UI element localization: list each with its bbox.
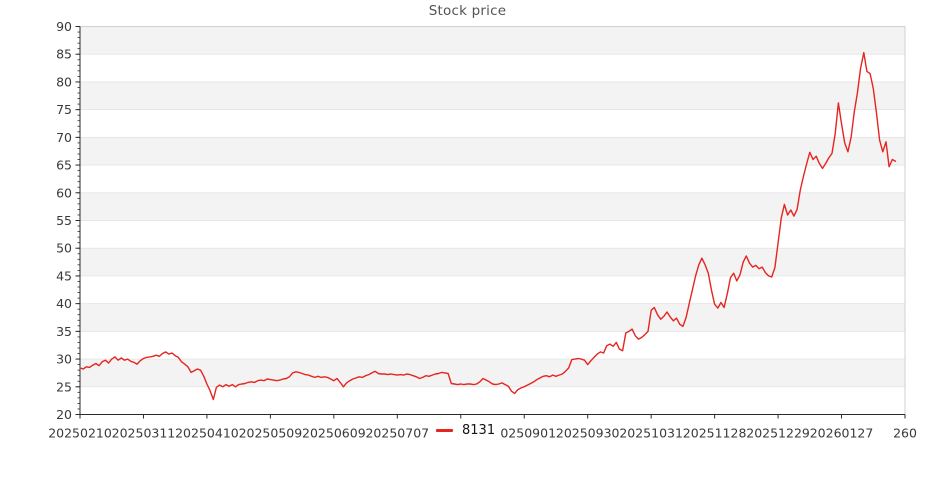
- grid-band: [79, 81, 906, 111]
- x-tick-label: 20250311: [112, 426, 176, 441]
- grid-band: [79, 247, 906, 277]
- y-tick-label: 50: [56, 241, 72, 256]
- x-tick-label: 20251031: [619, 426, 683, 441]
- grid-band: [79, 303, 906, 332]
- x-tick-label: 20250609: [302, 426, 366, 441]
- legend-line-marker-icon: [436, 428, 453, 432]
- y-tick-label: 20: [56, 407, 72, 422]
- price-line-series: [79, 51, 897, 401]
- x-tick-label: 20250509: [239, 426, 303, 441]
- x-tick-label: 260: [893, 426, 917, 441]
- x-tick-label: 20250930: [556, 426, 620, 441]
- y-tick-label: 80: [56, 74, 72, 89]
- grid-band: [79, 136, 906, 166]
- y-tick-label: 60: [56, 185, 72, 200]
- x-tick-label: 20251128: [683, 426, 747, 441]
- y-tick-label: 55: [56, 213, 72, 228]
- y-tick-label: 45: [56, 268, 72, 283]
- y-tick-label: 90: [56, 19, 72, 34]
- y-tick-label: 65: [56, 158, 72, 173]
- x-tick-label: 20260127: [810, 426, 874, 441]
- chart-title: Stock price: [428, 3, 507, 19]
- y-tick-label: 85: [56, 47, 72, 62]
- y-tick-label: 25: [56, 379, 72, 394]
- legend: 8131: [430, 420, 502, 440]
- y-tick-label: 30: [56, 352, 72, 367]
- y-tick-label: 75: [56, 102, 72, 117]
- grid-band: [79, 358, 906, 388]
- x-tick-label: 20250210: [48, 426, 112, 441]
- y-tick-label: 70: [56, 130, 72, 145]
- legend-series-label: 8131: [462, 422, 496, 438]
- x-tick-label: 20250410: [175, 426, 239, 441]
- grid-band: [79, 26, 906, 55]
- x-tick-label: 20251229: [746, 426, 810, 441]
- x-tick-label: 20250707: [365, 426, 429, 441]
- x-tick-label: 20250901: [492, 426, 556, 441]
- y-tick-label: 35: [56, 324, 72, 339]
- y-tick-label: 40: [56, 296, 72, 311]
